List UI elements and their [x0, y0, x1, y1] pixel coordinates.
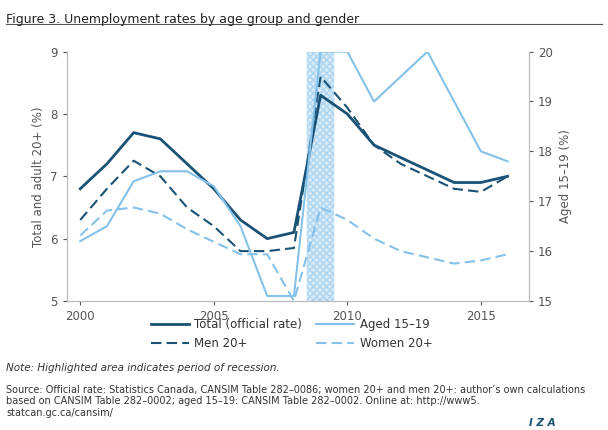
Bar [307, 52, 334, 301]
Text: I Z A: I Z A [529, 418, 556, 428]
Y-axis label: Total and adult 20+ (%): Total and adult 20+ (%) [32, 106, 45, 246]
Legend: Total (official rate), Men 20+, Aged 15–19, Women 20+: Total (official rate), Men 20+, Aged 15–… [146, 313, 438, 355]
Y-axis label: Aged 15–19 (%): Aged 15–19 (%) [559, 129, 572, 223]
Text: Source: Official rate: Statistics Canada, CANSIM Table 282–0086; women 20+ and m: Source: Official rate: Statistics Canada… [6, 385, 586, 418]
Text: Note: Highlighted area indicates period of recession.: Note: Highlighted area indicates period … [6, 363, 280, 373]
Text: Figure 3. Unemployment rates by age group and gender: Figure 3. Unemployment rates by age grou… [6, 13, 359, 26]
Bar [307, 52, 334, 301]
